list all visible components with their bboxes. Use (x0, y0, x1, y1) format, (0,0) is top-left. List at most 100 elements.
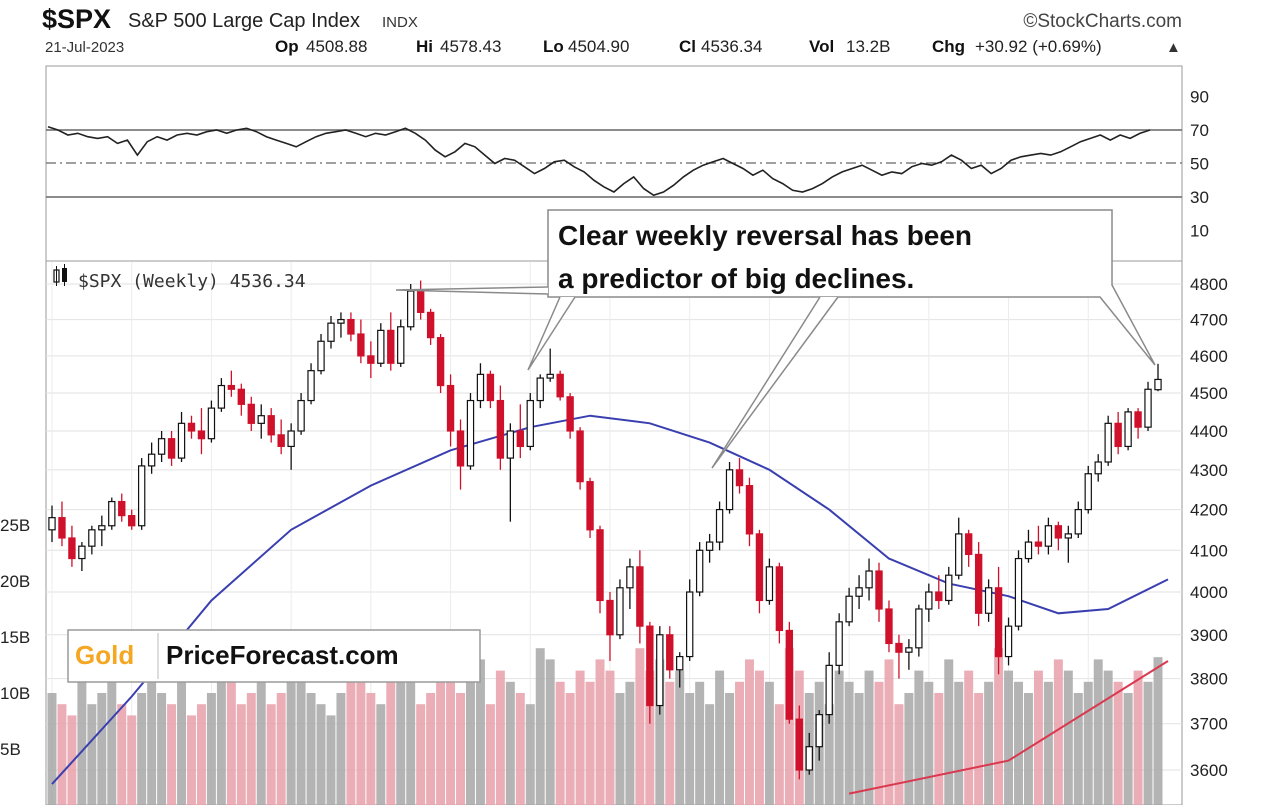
price-tick-label: 4800 (1190, 275, 1228, 294)
volume-bar (306, 693, 316, 805)
candle-body (536, 377, 544, 402)
volume-bar (336, 693, 346, 805)
volume-bar (944, 659, 954, 805)
candle-body (426, 311, 435, 339)
volume-bar (754, 670, 764, 805)
candle-body (387, 329, 395, 364)
candle-body (287, 430, 295, 448)
candle-body (486, 373, 495, 402)
candle-body (556, 373, 564, 398)
candle-body (845, 595, 853, 623)
candle-body (905, 647, 913, 653)
candle-body (118, 500, 126, 517)
volume-bar (1093, 659, 1103, 805)
candle-body (177, 422, 186, 459)
volume-bar (934, 693, 944, 805)
candle-body (596, 529, 604, 602)
stat-close-label: Cl (679, 37, 696, 56)
candle-body (566, 396, 574, 432)
candle-body (925, 591, 933, 610)
volume-bar (256, 681, 266, 805)
gold-price-forecast-logo: Gold PriceForecast.com (67, 629, 481, 683)
volume-bar (356, 681, 366, 805)
candle-body (137, 465, 146, 527)
volume-bar (446, 637, 456, 805)
candle-body (666, 634, 674, 671)
volume-bar (296, 681, 306, 805)
stat-open-value: 4508.88 (306, 37, 367, 56)
volume-bar (625, 681, 635, 805)
volume-bar (525, 704, 535, 805)
volume-bar (894, 704, 904, 805)
candle-body (725, 469, 734, 511)
candle-body (496, 399, 505, 459)
change-arrow-icon: ▲ (1166, 39, 1181, 56)
volume-bar (1133, 670, 1143, 805)
volume-bar (326, 715, 336, 805)
volume-bar (914, 670, 924, 805)
candle-body (247, 403, 255, 424)
candle-body (1074, 508, 1082, 535)
candle-body (436, 337, 445, 387)
candle-body (456, 430, 465, 467)
candle-body (108, 500, 116, 527)
volume-bar (495, 670, 505, 805)
stat-change-label: Chg (932, 37, 965, 56)
volume-bar (177, 681, 187, 805)
volume-bar (535, 648, 545, 805)
volume-bar (844, 681, 854, 805)
price-tick-label: 4300 (1190, 461, 1228, 480)
candle-body (88, 529, 96, 547)
price-tick-label: 4200 (1190, 501, 1228, 520)
index-name: S&P 500 Large Cap Index (128, 10, 360, 32)
stat-high-label: Hi (416, 37, 433, 56)
volume-tick-label: 5B (0, 740, 21, 759)
candle-body (825, 664, 833, 716)
candle-body (1084, 473, 1092, 511)
candle-body (1024, 541, 1033, 560)
candle-body (337, 318, 345, 324)
candle-body (964, 533, 973, 556)
candle-body (157, 438, 166, 455)
volume-bar (386, 670, 396, 805)
volume-bar (665, 681, 675, 805)
candle-body (1124, 411, 1132, 448)
candle-body (765, 566, 774, 602)
volume-bar (67, 715, 77, 805)
candle-body (377, 329, 385, 364)
candle-body (775, 566, 784, 632)
candle-body (686, 591, 694, 658)
volume-bar (575, 670, 585, 805)
candle-body (466, 399, 475, 467)
candle-body (1004, 625, 1013, 658)
exchange-label: INDX (382, 14, 418, 31)
volume-bar (1053, 659, 1063, 805)
candle-body (1144, 388, 1152, 428)
volume-bar (77, 681, 87, 805)
candle-body (676, 655, 684, 671)
volume-bar (545, 659, 555, 805)
volume-bar (884, 659, 894, 805)
candle-body (1064, 533, 1073, 539)
volume-bar (366, 693, 376, 805)
candle-body (974, 553, 983, 614)
candle-body (606, 599, 614, 636)
stat-open-label: Op (275, 37, 299, 56)
volume-bar (426, 693, 436, 805)
volume-bar (705, 704, 715, 805)
volume-bar (167, 704, 177, 805)
moving-average-slow (848, 660, 1169, 795)
volume-bar (695, 681, 705, 805)
rsi-axis: 10 30 50 70 90 (1190, 88, 1209, 241)
candle-body (805, 746, 813, 771)
volume-bar (834, 670, 844, 805)
svg-text:PriceForecast.com: PriceForecast.com (166, 640, 399, 670)
volume-bar (1004, 670, 1014, 805)
volume-bar (605, 670, 615, 805)
volume-bar (555, 681, 565, 805)
candle-body (1104, 422, 1112, 463)
volume-bar (565, 693, 575, 805)
rsi-tick-label: 50 (1190, 155, 1209, 174)
candle-body (1054, 525, 1063, 539)
volume-bar (406, 681, 416, 805)
